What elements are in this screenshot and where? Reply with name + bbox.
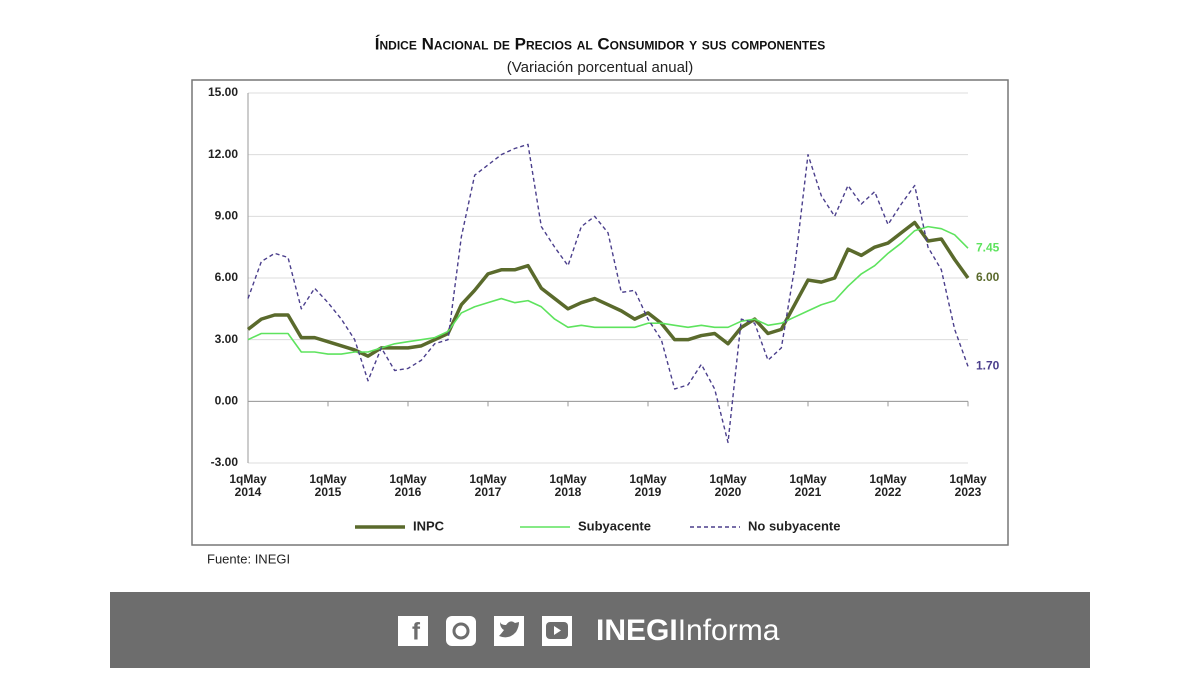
line-series [247,143,969,444]
brand-bold: INEGI [596,614,678,647]
x-tick-label: 1qMay 2014 [229,472,267,499]
y-tick-label: -3.00 [211,455,239,469]
y-tick-label: 0.00 [215,394,239,408]
end-label: 7.45 [976,240,1000,254]
legend-label: INPC [413,518,445,533]
y-tick-label: 12.00 [208,147,238,161]
x-tick-label: 1qMay 2015 [309,472,347,499]
y-tick-label: 15.00 [208,85,238,99]
x-tick-label: 1qMay 2020 [709,472,747,499]
chart-subtitle: (Variación porcentual anual) [507,59,694,76]
x-tick-label: 1qMay 2016 [389,472,427,499]
brand-light: Informa [678,614,780,647]
x-tick-label: 1qMay 2017 [469,472,507,499]
instagram-icon [446,616,476,646]
chart-title: Índice Nacional de Precios al Consumidor… [375,34,825,53]
y-tick-label: 3.00 [215,332,239,346]
line-series [247,225,969,355]
legend-label: Subyacente [578,518,651,533]
end-label: 1.70 [976,359,1000,373]
facebook-icon [398,616,428,646]
x-tick-label: 1qMay 2019 [629,472,667,499]
y-tick-label: 9.00 [215,209,239,223]
x-tick-label: 1qMay 2023 [949,472,987,499]
source: Fuente: INEGI [207,551,290,566]
footer-banner [110,592,1090,668]
svg-text:f: f [412,618,421,645]
x-tick-label: 1qMay 2018 [549,472,587,499]
social-icons: f [398,616,572,646]
x-tick-label: 1qMay 2021 [789,472,827,499]
x-tick-label: 1qMay 2022 [869,472,907,499]
footer-brand: INEGIInforma [596,614,780,647]
y-tick-label: 6.00 [215,270,239,284]
line-series [246,220,970,358]
chart-frame [191,79,1009,546]
legend-label: No subyacente [748,518,840,533]
end-label: 6.00 [976,270,1000,284]
